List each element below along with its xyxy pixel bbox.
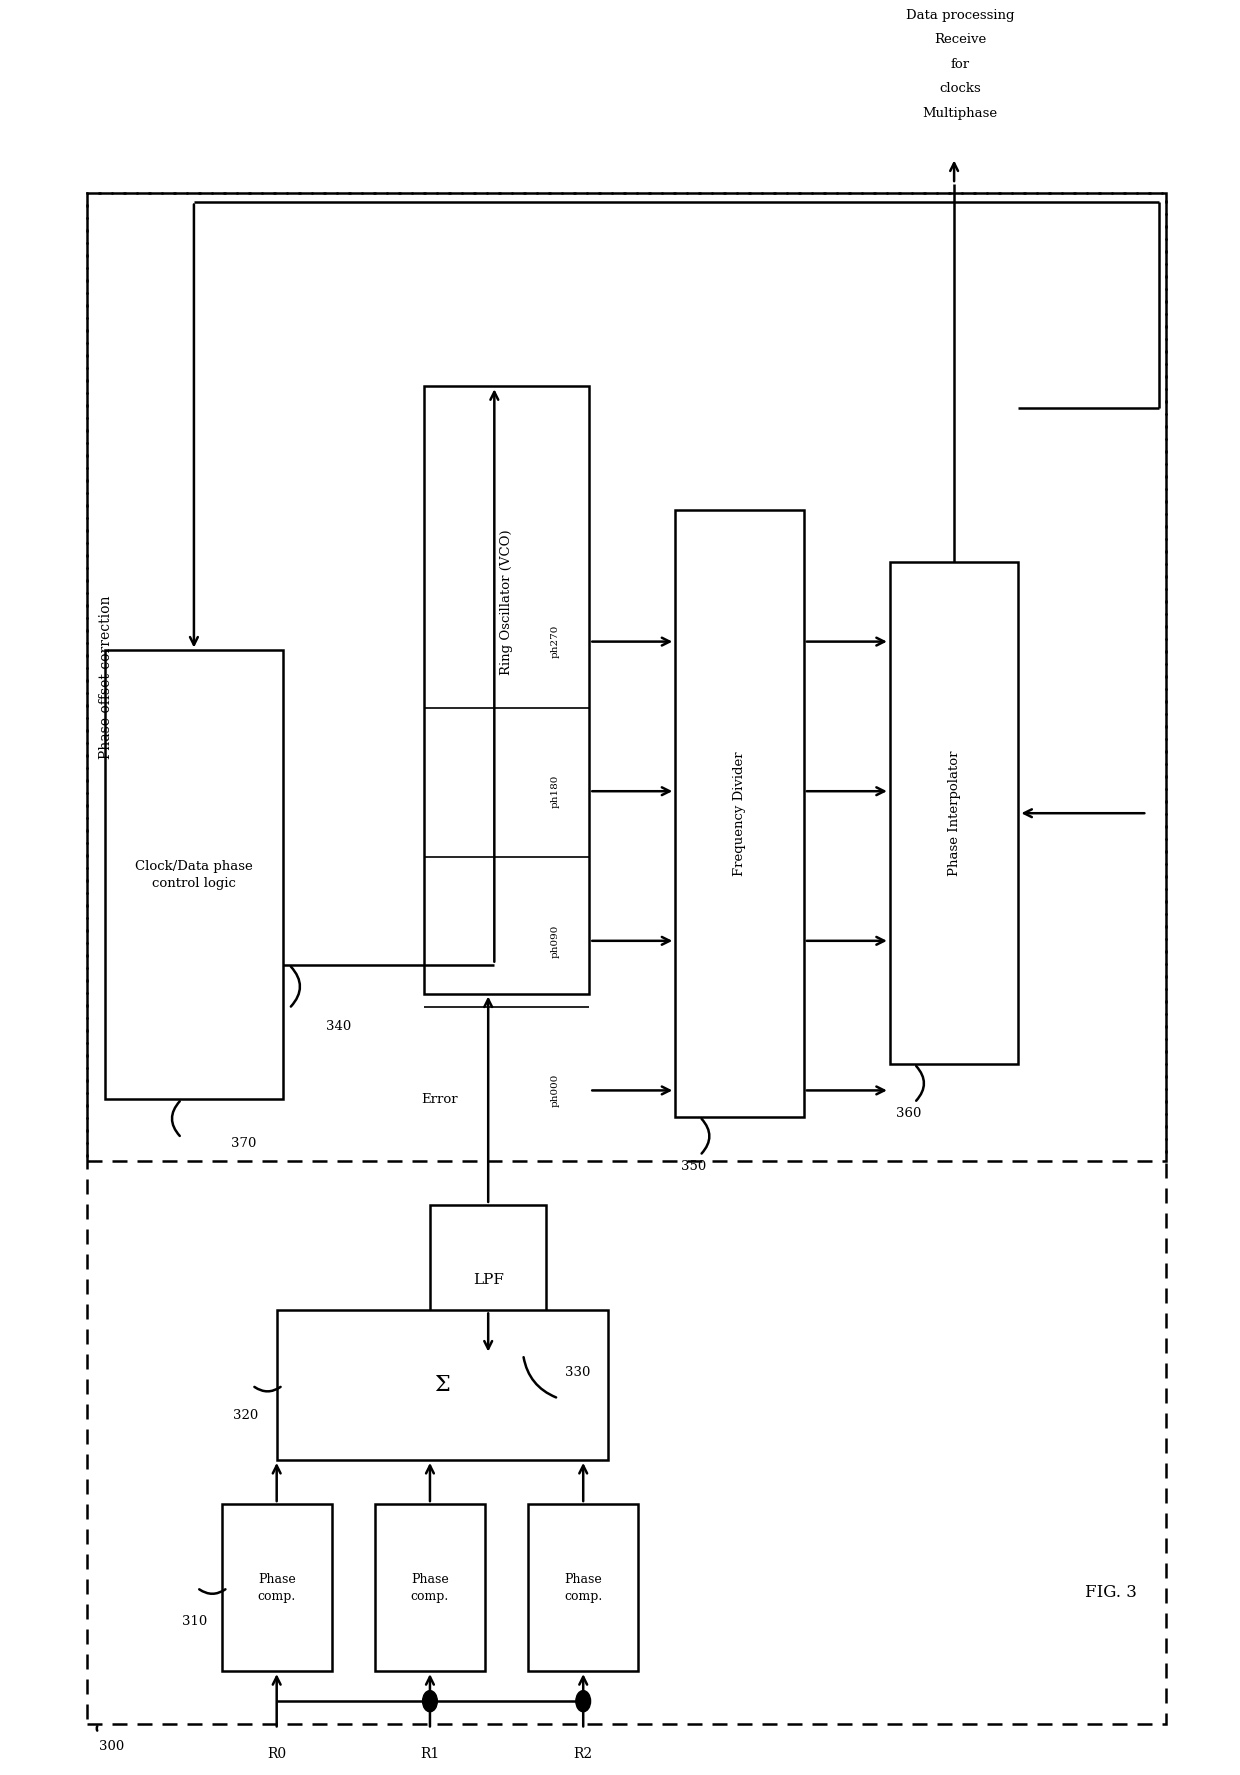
Text: Phase
comp.: Phase comp.: [564, 1573, 603, 1603]
Text: Clock/Data phase
control logic: Clock/Data phase control logic: [135, 859, 253, 889]
Bar: [87, 193, 1166, 1724]
Text: ph180: ph180: [551, 774, 559, 808]
Bar: [528, 1503, 639, 1672]
Text: ph000: ph000: [551, 1074, 559, 1108]
Text: Receive: Receive: [934, 34, 986, 46]
Text: Error: Error: [420, 1093, 458, 1106]
Text: ph090: ph090: [551, 925, 559, 957]
Text: LPF: LPF: [472, 1273, 503, 1287]
Text: Ring Oscillator (VCO): Ring Oscillator (VCO): [500, 529, 513, 674]
Text: 310: 310: [181, 1615, 207, 1628]
Text: clocks: clocks: [940, 82, 981, 96]
Text: R0: R0: [267, 1747, 286, 1761]
Text: for: for: [951, 59, 970, 71]
Text: R1: R1: [420, 1747, 439, 1761]
Text: 350: 350: [681, 1159, 707, 1173]
Bar: [87, 193, 1166, 1161]
Text: Phase Interpolator: Phase Interpolator: [947, 751, 961, 877]
Text: Phase
comp.: Phase comp.: [410, 1573, 449, 1603]
Bar: [424, 387, 589, 994]
Text: 330: 330: [565, 1365, 590, 1379]
Bar: [105, 650, 283, 1099]
Text: 360: 360: [895, 1108, 921, 1120]
Text: Σ: Σ: [434, 1374, 450, 1397]
Text: Multiphase: Multiphase: [923, 106, 998, 121]
Text: Frequency Divider: Frequency Divider: [733, 751, 746, 875]
Text: 340: 340: [326, 1019, 351, 1033]
Bar: [277, 1310, 608, 1461]
Text: 320: 320: [233, 1409, 258, 1422]
Text: Phase
comp.: Phase comp.: [258, 1573, 296, 1603]
Text: Data processing: Data processing: [906, 9, 1014, 21]
Bar: [675, 509, 804, 1116]
Text: ph270: ph270: [551, 625, 559, 659]
Text: 300: 300: [98, 1741, 124, 1754]
Bar: [890, 563, 1018, 1063]
Circle shape: [423, 1690, 438, 1711]
Bar: [374, 1503, 485, 1672]
Bar: [222, 1503, 332, 1672]
Circle shape: [575, 1690, 590, 1711]
Text: 370: 370: [231, 1136, 257, 1150]
Text: Phase offset correction: Phase offset correction: [99, 595, 113, 758]
Text: FIG. 3: FIG. 3: [1085, 1583, 1136, 1601]
Text: R2: R2: [574, 1747, 593, 1761]
Bar: [430, 1205, 547, 1354]
